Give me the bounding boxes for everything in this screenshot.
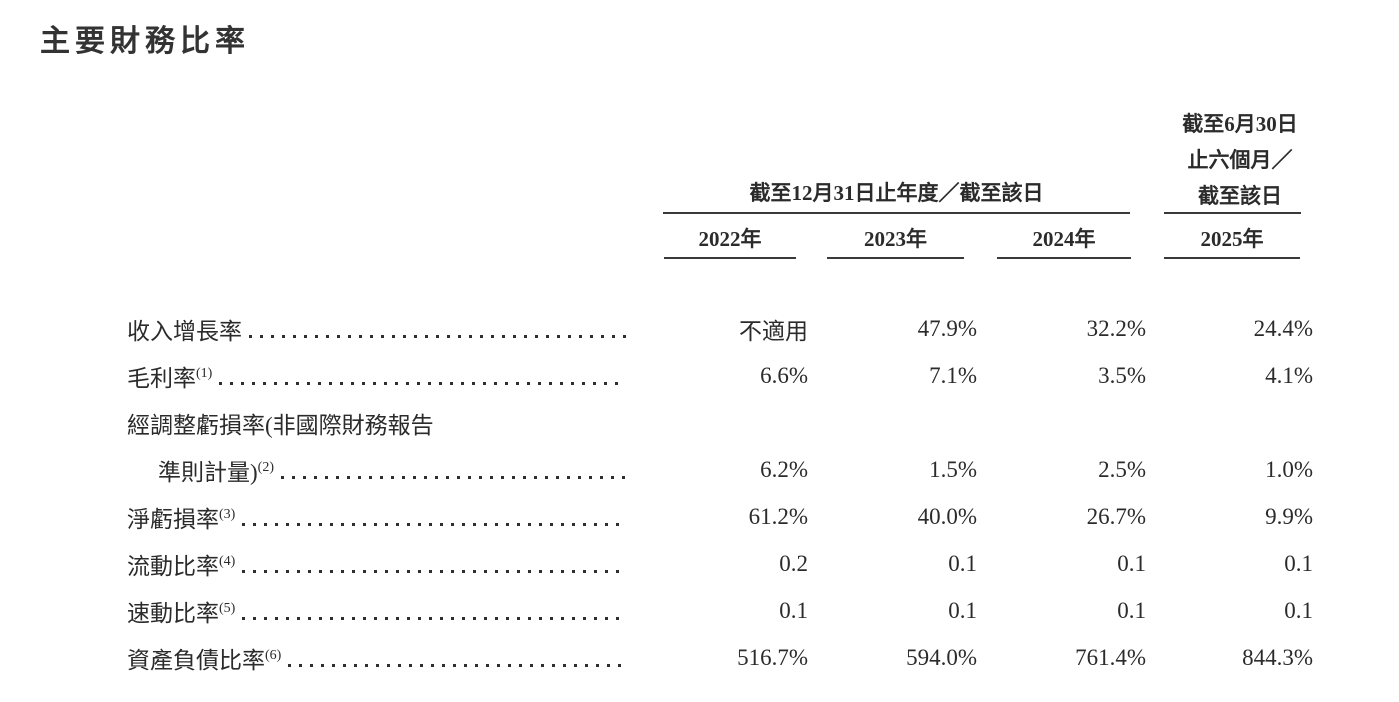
- value-cell: 9.9%: [1265, 503, 1313, 529]
- dot-leader: [288, 664, 626, 667]
- value-cell: 1.5%: [929, 456, 977, 482]
- dot-leader: [242, 570, 626, 573]
- value-cell: 6.2%: [760, 456, 808, 482]
- value-cell: 26.7%: [1086, 503, 1146, 529]
- row-label: 速動比率(5): [127, 594, 235, 628]
- annual-period-header: 截至12月31日止年度／截至該日: [749, 181, 1044, 205]
- table-row: 流動比率(4) 0.2 0.1 0.1 0.1: [127, 540, 1313, 587]
- value-cell: 0.1: [1284, 597, 1313, 623]
- table-row: 準則計量)(2) 6.2% 1.5% 2.5% 1.0%: [127, 446, 1313, 493]
- footnote-superscript: (4): [219, 553, 236, 569]
- row-label: 流動比率(4): [127, 547, 235, 581]
- year-header-2025: 2025年: [1200, 227, 1264, 251]
- value-cell: 1.0%: [1265, 456, 1313, 482]
- interim-header-rule: [1164, 212, 1301, 214]
- value-cell: 47.9%: [917, 315, 977, 341]
- table-row: 毛利率(1) 6.6% 7.1% 3.5% 4.1%: [127, 352, 1313, 399]
- table-row: 收入增長率 不適用 47.9% 32.2% 24.4%: [127, 305, 1313, 352]
- row-label: 毛利率(1): [127, 359, 212, 393]
- value-cell: 2.5%: [1098, 456, 1146, 482]
- value-cell: 0.1: [1117, 597, 1146, 623]
- value-cell: 0.1: [779, 597, 808, 623]
- value-cell: 0.1: [948, 550, 977, 576]
- year-underline-2024: [997, 257, 1131, 259]
- value-cell: 40.0%: [917, 503, 977, 529]
- footnote-superscript: (6): [265, 647, 282, 663]
- ratio-table: 收入增長率 不適用 47.9% 32.2% 24.4% 毛利率(1) 6.6% …: [127, 305, 1313, 681]
- row-label-cell: 資產負債比率(6): [127, 641, 640, 675]
- footnote-superscript: (3): [219, 506, 236, 522]
- value-cell: 61.2%: [748, 503, 808, 529]
- row-label-cell: 淨虧損率(3): [127, 500, 640, 534]
- year-header-2024: 2024年: [1032, 227, 1096, 251]
- row-label-text: 流動比率: [127, 553, 219, 579]
- value-cell: 594.0%: [906, 644, 977, 670]
- page-title: 主要財務比率: [40, 25, 250, 58]
- annual-header-rule: [663, 212, 1130, 214]
- value-cell: 0.2: [779, 550, 808, 576]
- table-row: 淨虧損率(3) 61.2% 40.0% 26.7% 9.9%: [127, 493, 1313, 540]
- dot-leader: [242, 523, 626, 526]
- year-underline-2023: [827, 257, 964, 259]
- row-label-cell: 準則計量)(2): [127, 453, 640, 487]
- dot-leader: [281, 476, 626, 479]
- row-label: 收入增長率: [127, 318, 242, 344]
- value-cell: 6.6%: [760, 362, 808, 388]
- row-label-text: 準則計量): [158, 459, 258, 485]
- interim-period-line: 截至6月30日: [1182, 112, 1298, 136]
- row-label-cell: 收入增長率: [127, 312, 640, 346]
- value-cell: 32.2%: [1086, 315, 1146, 341]
- dot-leader: [249, 335, 626, 338]
- value-cell: 761.4%: [1075, 644, 1146, 670]
- row-label: 準則計量)(2): [127, 453, 274, 487]
- row-label-cell: 速動比率(5): [127, 594, 640, 628]
- table-row: 速動比率(5) 0.1 0.1 0.1 0.1: [127, 587, 1313, 634]
- value-cell: 516.7%: [737, 644, 808, 670]
- value-cell: 4.1%: [1265, 362, 1313, 388]
- row-label-text: 資產負債比率: [127, 647, 265, 673]
- year-underline-2025: [1164, 257, 1300, 259]
- value-cell: 0.1: [1117, 550, 1146, 576]
- value-cell: 24.4%: [1253, 315, 1313, 341]
- row-label-text: 淨虧損率: [127, 506, 219, 532]
- row-label-cell: 經調整虧損率(非國際財務報告: [127, 406, 640, 440]
- row-label-text: 速動比率: [127, 600, 219, 626]
- value-cell: 844.3%: [1242, 644, 1313, 670]
- row-label: 資產負債比率(6): [127, 641, 281, 675]
- row-label: 淨虧損率(3): [127, 500, 235, 534]
- interim-period-line: 截至該日: [1198, 184, 1282, 208]
- row-label-text: 毛利率: [127, 365, 196, 391]
- footnote-superscript: (5): [219, 600, 236, 616]
- interim-period-line: 止六個月／: [1187, 148, 1293, 172]
- value-cell: 7.1%: [929, 362, 977, 388]
- year-header-2022: 2022年: [698, 227, 762, 251]
- footnote-superscript: (1): [196, 365, 213, 381]
- row-label: 經調整虧損率(非國際財務報告: [127, 412, 434, 438]
- value-cell: 0.1: [1284, 550, 1313, 576]
- row-label-cell: 毛利率(1): [127, 359, 640, 393]
- row-label-cell: 流動比率(4): [127, 547, 640, 581]
- dot-leader: [242, 617, 626, 620]
- interim-period-header: 截至6月30日 止六個月／ 截至該日: [1154, 106, 1326, 214]
- value-cell: 不適用: [739, 318, 808, 344]
- table-row: 資產負債比率(6) 516.7% 594.0% 761.4% 844.3%: [127, 634, 1313, 681]
- value-cell: 0.1: [948, 597, 977, 623]
- value-cell: 3.5%: [1098, 362, 1146, 388]
- dot-leader: [219, 382, 626, 385]
- footnote-superscript: (2): [257, 459, 274, 475]
- year-header-2023: 2023年: [864, 227, 927, 251]
- table-row: 經調整虧損率(非國際財務報告: [127, 399, 1313, 446]
- year-underline-2022: [664, 257, 796, 259]
